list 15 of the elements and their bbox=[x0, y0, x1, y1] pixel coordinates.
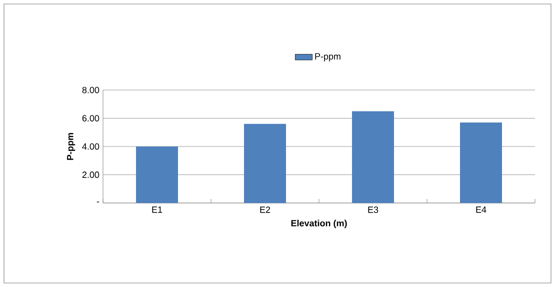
legend-label: P-ppm bbox=[315, 53, 340, 62]
y-tick-label: 8.00 bbox=[82, 86, 100, 94]
bar bbox=[460, 122, 502, 203]
y-axis-title: P-ppm bbox=[67, 133, 76, 160]
y-tick-label: 2.00 bbox=[82, 172, 100, 178]
x-axis-title: Elevation (m) bbox=[291, 220, 347, 228]
x-tick-label: E2 bbox=[260, 206, 270, 213]
y-tick-label: 4.00 bbox=[82, 143, 100, 150]
x-tick-label: E3 bbox=[368, 206, 378, 213]
x-tick-label: E1 bbox=[152, 206, 162, 213]
bar bbox=[136, 146, 178, 203]
bar bbox=[244, 124, 286, 203]
x-tick-label: E4 bbox=[476, 206, 486, 213]
bar bbox=[352, 111, 394, 203]
y-tick-label: 6.00 bbox=[82, 115, 100, 122]
